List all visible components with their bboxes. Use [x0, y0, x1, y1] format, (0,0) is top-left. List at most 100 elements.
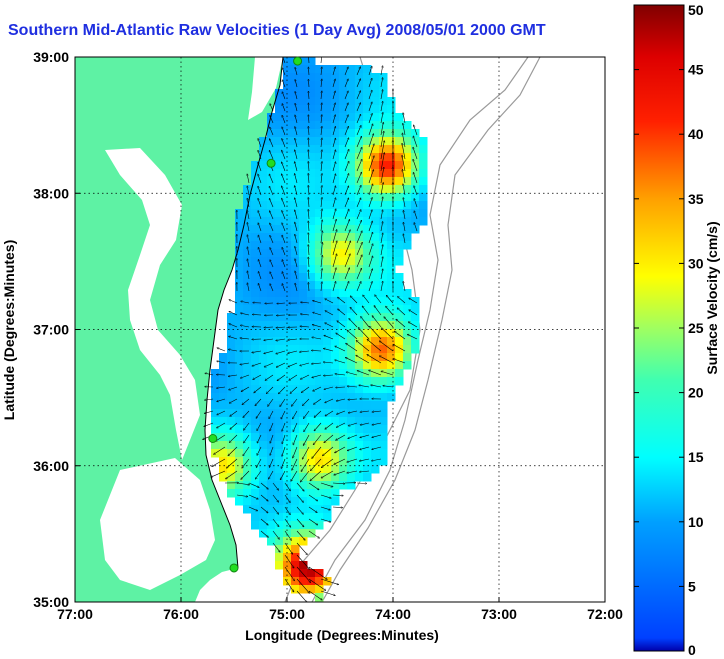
velocity-cell: [411, 337, 420, 346]
velocity-cell: [355, 457, 364, 466]
velocity-arrow: [403, 113, 406, 124]
velocity-cell: [355, 377, 364, 386]
velocity-arrow: [295, 138, 298, 148]
velocity-cell: [275, 529, 284, 538]
velocity-cell: [347, 161, 356, 170]
velocity-cell: [243, 257, 252, 266]
velocity-cell: [355, 465, 364, 474]
velocity-cell: [283, 257, 292, 266]
velocity-arrow: [380, 77, 383, 88]
velocity-arrow: [345, 357, 358, 364]
velocity-arrow: [312, 374, 322, 378]
velocity-cell: [331, 345, 340, 354]
velocity-arrow: [243, 434, 250, 443]
velocity-cell: [291, 241, 300, 250]
velocity-cell: [315, 105, 324, 114]
velocity-cell: [283, 145, 292, 154]
velocity-cell: [315, 201, 324, 210]
velocity-cell: [315, 89, 324, 98]
velocity-arrow: [265, 374, 274, 380]
velocity-arrow: [320, 506, 330, 510]
velocity-arrow: [310, 458, 322, 471]
velocity-cell: [387, 209, 396, 218]
velocity-arrow: [269, 410, 274, 419]
velocity-cell: [291, 97, 300, 106]
velocity-cell: [275, 305, 284, 314]
velocity-cell: [339, 329, 348, 338]
velocity-arrow: [247, 235, 250, 244]
velocity-cell: [291, 441, 300, 450]
velocity-cell: [411, 153, 420, 162]
velocity-cell: [339, 209, 348, 218]
velocity-arrow: [276, 327, 286, 328]
velocity-cell: [299, 529, 308, 538]
velocity-cell: [371, 169, 380, 178]
velocity-cell: [323, 193, 332, 202]
velocity-cell: [379, 185, 388, 194]
velocity-arrow: [295, 259, 298, 268]
velocity-arrow: [264, 362, 274, 367]
velocity-cell: [331, 65, 340, 74]
velocity-cell: [243, 321, 252, 330]
velocity-arrow: [356, 102, 361, 112]
velocity-cell: [259, 201, 268, 210]
velocity-cell: [371, 377, 380, 386]
velocity-arrow: [230, 410, 238, 416]
velocity-arrow: [321, 138, 322, 148]
velocity-cell: [339, 273, 348, 282]
velocity-cell: [387, 177, 396, 186]
velocity-arrow: [356, 147, 362, 160]
velocity-cell: [299, 473, 308, 482]
velocity-cell: [371, 249, 380, 258]
velocity-cell: [387, 225, 396, 234]
velocity-cell: [251, 505, 260, 514]
velocity-cell: [371, 257, 380, 266]
velocity-cell: [315, 441, 324, 450]
velocity-cell: [363, 145, 372, 154]
x-tick-label: 76:00: [163, 606, 199, 622]
velocity-cell: [387, 337, 396, 346]
velocity-cell: [283, 137, 292, 146]
velocity-cell: [331, 145, 340, 154]
velocity-cell: [267, 185, 276, 194]
velocity-arrow: [368, 102, 372, 112]
velocity-cell: [379, 225, 388, 234]
velocity-arrow: [308, 233, 309, 244]
velocity-cell: [243, 385, 252, 394]
velocity-cell: [331, 297, 340, 306]
velocity-cell: [243, 297, 252, 306]
velocity-arrow: [369, 326, 382, 340]
velocity-arrow: [236, 494, 248, 497]
velocity-arrow: [332, 495, 343, 496]
velocity-cell: [323, 233, 332, 242]
velocity-arrow: [325, 398, 334, 403]
velocity-arrow: [393, 344, 406, 352]
velocity-arrow: [295, 246, 298, 256]
velocity-cell: [355, 361, 364, 370]
velocity-cell: [371, 161, 380, 170]
velocity-cell: [267, 473, 276, 482]
velocity-cell: [251, 481, 260, 490]
velocity-cell: [283, 385, 292, 394]
velocity-cell: [371, 193, 380, 202]
velocity-cell: [291, 361, 300, 370]
velocity-cell: [371, 137, 380, 146]
velocity-cell: [323, 249, 332, 258]
velocity-cell: [299, 425, 308, 434]
velocity-cell: [403, 313, 412, 322]
velocity-cell: [379, 249, 388, 258]
velocity-cell: [275, 417, 284, 426]
velocity-cell: [403, 209, 412, 218]
velocity-arrow: [308, 566, 327, 579]
velocity-cell: [283, 177, 292, 186]
velocity-arrow: [276, 338, 286, 341]
velocity-arrow: [384, 317, 394, 328]
velocity-cell: [339, 169, 348, 178]
velocity-cell: [379, 353, 388, 362]
velocity-cell: [411, 169, 420, 178]
velocity-arrow: [270, 284, 274, 292]
velocity-cell: [307, 153, 316, 162]
velocity-cell: [355, 289, 364, 298]
velocity-cell: [235, 401, 244, 410]
velocity-cell: [251, 217, 260, 226]
